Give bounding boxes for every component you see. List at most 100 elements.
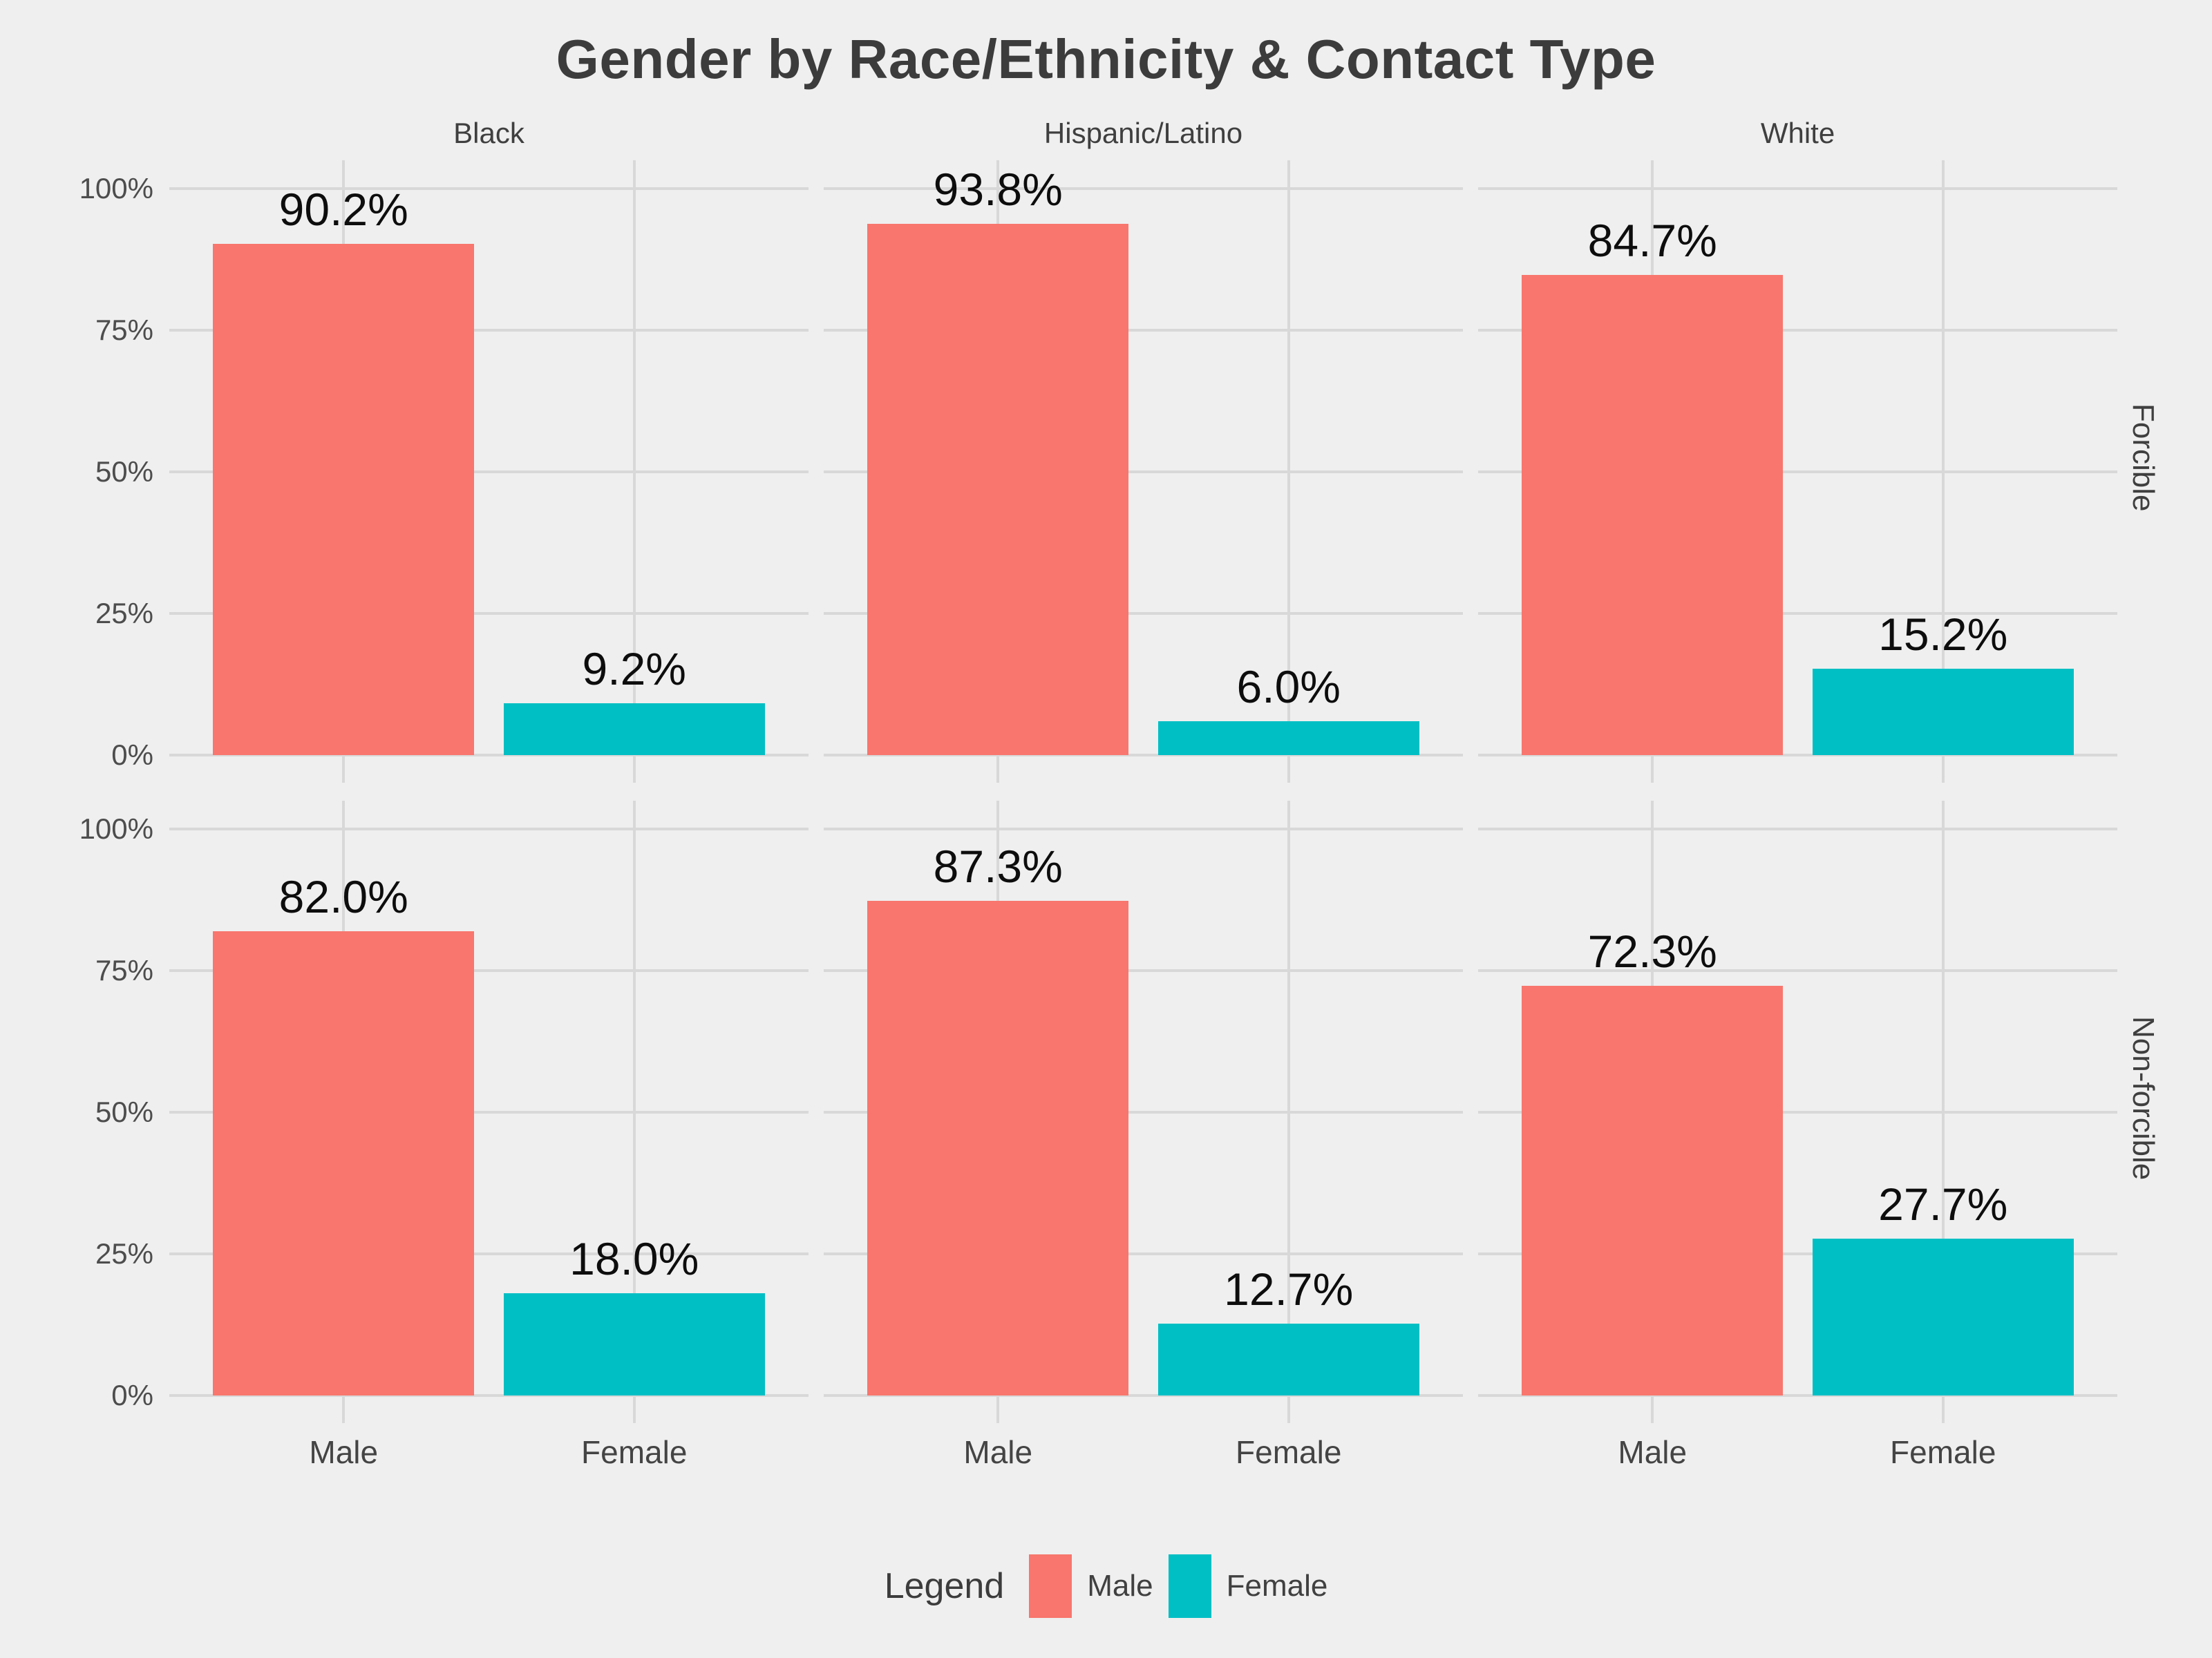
bar-male: [867, 224, 1129, 755]
facet-panel-hispanic-latino-forcible: 93.8% 6.0%: [824, 160, 1463, 783]
axis-tick-female: [1287, 755, 1290, 783]
facet-column-label: White: [1760, 117, 1835, 149]
bar-female: [1812, 669, 2074, 755]
facet-panel-black-forcible: 90.2% 9.2%: [169, 160, 809, 783]
gridline-h-0: [1478, 1394, 2117, 1397]
legend-item-label: Male: [1087, 1568, 1153, 1603]
gridline-h-50: [1478, 470, 2117, 473]
gridline-v-female: [1941, 160, 1945, 755]
axis-tick-male: [1651, 755, 1654, 783]
gridline-h-0: [1478, 754, 2117, 756]
gridline-h-25: [824, 612, 1463, 615]
gridline-v-female: [632, 801, 636, 1395]
bar-female: [1812, 1239, 2074, 1395]
axis-tick-female: [632, 755, 636, 783]
bar-value-label: 82.0%: [278, 871, 408, 922]
bar-value-label: 93.8%: [933, 164, 1063, 215]
gridline-h-25: [824, 1252, 1463, 1255]
axis-tick-male: [996, 755, 1000, 783]
gridline-h-25: [1478, 612, 2117, 615]
legend-items: Male Female: [1029, 1554, 1327, 1618]
legend-item-label: Female: [1226, 1568, 1328, 1603]
legend-swatch-female: [1168, 1554, 1211, 1618]
facet-panel-white-forcible: 84.7% 15.2%: [1478, 160, 2117, 783]
gridline-h-50: [824, 1111, 1463, 1114]
chart-title: Gender by Race/Ethnicity & Contact Type: [556, 28, 1656, 90]
y-tick-label: 50%: [95, 455, 153, 488]
x-tick-label: Female: [1236, 1434, 1342, 1470]
axis-tick-male: [1651, 1395, 1654, 1423]
bar-value-label: 9.2%: [582, 643, 686, 694]
gridline-h-75: [169, 329, 809, 332]
axis-tick-male: [996, 1395, 1000, 1423]
bar-male: [1522, 275, 1784, 755]
axis-tick-female: [1941, 755, 1945, 783]
y-tick-label: 100%: [79, 812, 153, 845]
gridline-h-75: [824, 969, 1463, 972]
x-tick-label: Female: [1890, 1434, 1996, 1470]
bar-male: [213, 244, 475, 755]
facet-panel-white-non-forcible: 72.3% 27.7%: [1478, 801, 2117, 1423]
legend-title: Legend: [884, 1565, 1005, 1606]
gridline-h-0: [824, 1394, 1463, 1397]
bar-value-label: 18.0%: [569, 1233, 699, 1284]
gridline-h-100: [169, 828, 809, 830]
bar-value-label: 27.7%: [1878, 1179, 2008, 1230]
y-tick-label: 0%: [111, 739, 153, 771]
gridline-h-75: [1478, 329, 2117, 332]
facet-row-strip: Forcible: [2126, 403, 2160, 512]
y-tick-label: 25%: [95, 1237, 153, 1270]
gridline-h-100: [824, 828, 1463, 830]
y-tick-label: 100%: [79, 172, 153, 204]
y-tick-label: 75%: [95, 954, 153, 987]
gridline-h-50: [169, 470, 809, 473]
gridline-h-50: [169, 1111, 809, 1114]
bar-female: [1157, 1324, 1419, 1395]
facet-column-label: Hispanic/Latino: [1043, 117, 1243, 149]
axis-tick-female: [1287, 1395, 1290, 1423]
x-tick-label: Male: [1618, 1434, 1688, 1470]
gridline-v-female: [1287, 160, 1290, 755]
axis-tick-female: [632, 1395, 636, 1423]
gridline-v-female: [632, 160, 636, 755]
gridline-h-25: [169, 612, 809, 615]
gridline-h-100: [824, 187, 1463, 190]
bar-value-label: 84.7%: [1587, 215, 1717, 266]
bar-female: [1157, 721, 1419, 755]
bar-female: [503, 703, 765, 755]
gridline-h-75: [169, 969, 809, 972]
gridline-h-100: [1478, 187, 2117, 190]
gridline-h-75: [1478, 969, 2117, 972]
bar-male: [867, 901, 1129, 1395]
y-tick-label: 50%: [95, 1096, 153, 1128]
facet-panel-black-non-forcible: 82.0% 18.0%: [169, 801, 809, 1423]
bar-value-label: 90.2%: [278, 184, 408, 235]
facet-column-label: Black: [453, 117, 524, 149]
facet-panel-hispanic-latino-non-forcible: 87.3% 12.7%: [824, 801, 1463, 1423]
axis-tick-male: [342, 755, 346, 783]
x-tick-label: Female: [581, 1434, 688, 1470]
x-tick-label: Male: [309, 1434, 379, 1470]
gridline-h-25: [169, 1252, 809, 1255]
bar-male: [213, 931, 475, 1395]
y-tick-label: 25%: [95, 597, 153, 629]
bar-value-label: 12.7%: [1224, 1264, 1354, 1315]
gridline-v-female: [1287, 801, 1290, 1395]
bar-value-label: 87.3%: [933, 841, 1063, 892]
gridline-h-100: [169, 187, 809, 190]
bar-male: [1522, 986, 1784, 1395]
gridline-h-0: [169, 754, 809, 756]
gridline-h-0: [169, 1394, 809, 1397]
axis-tick-female: [1941, 1395, 1945, 1423]
gridline-h-50: [1478, 1111, 2117, 1114]
bar-value-label: 72.3%: [1587, 926, 1717, 977]
legend: Legend Male Female: [0, 1546, 2212, 1626]
legend-swatch-male: [1029, 1554, 1072, 1618]
gridline-v-female: [1941, 801, 1945, 1395]
bar-value-label: 15.2%: [1878, 609, 2008, 660]
gridline-h-75: [824, 329, 1463, 332]
axis-tick-male: [342, 1395, 346, 1423]
y-tick-label: 75%: [95, 314, 153, 346]
bar-female: [503, 1293, 765, 1395]
